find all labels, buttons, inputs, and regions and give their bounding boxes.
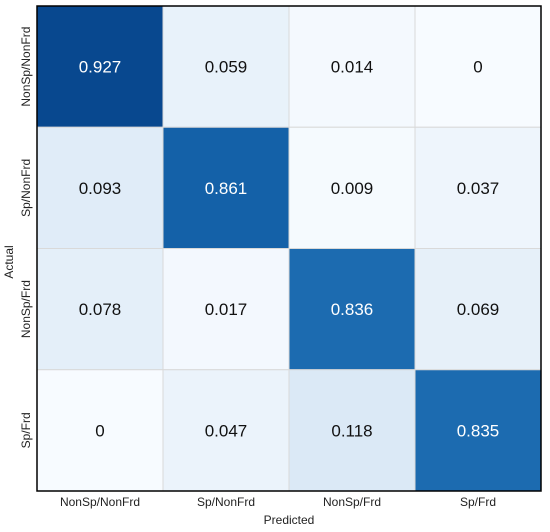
heatmap-cell-r3-c2 — [288, 369, 416, 492]
cell-value-r0-c1: 0.059 — [205, 58, 248, 77]
x-tick-label: NonSp/NonFrd — [60, 495, 140, 509]
cell-value-r0-c2: 0.014 — [331, 58, 374, 77]
y-axis-label: Actual — [2, 245, 16, 278]
heatmap-cell-r1-c1 — [162, 126, 290, 249]
cell-value-r2-c2: 0.836 — [331, 300, 374, 319]
y-tick-labels: NonSp/NonFrd Sp/NonFrd NonSp/Frd Sp/Frd — [19, 27, 33, 449]
heatmap-cells — [36, 5, 542, 492]
cell-value-r3-c2: 0.118 — [331, 421, 372, 440]
heatmap-cell-r2-c3 — [414, 248, 542, 371]
heatmap-cell-r2-c1 — [162, 248, 290, 371]
cell-value-r1-c0: 0.093 — [79, 179, 122, 198]
heatmap-cell-r3-c0 — [36, 369, 164, 492]
x-tick-labels: NonSp/NonFrd Sp/NonFrd NonSp/Frd Sp/Frd — [60, 495, 496, 509]
y-tick-label: NonSp/NonFrd — [19, 27, 33, 107]
cell-value-r1-c2: 0.009 — [331, 179, 374, 198]
heatmap-cell-r0-c3 — [414, 5, 542, 128]
heatmap-cell-r0-c0 — [36, 5, 164, 128]
y-tick-label: Sp/NonFrd — [19, 159, 33, 217]
x-tick-label: Sp/Frd — [460, 495, 496, 509]
x-tick-label: NonSp/Frd — [323, 495, 381, 509]
heatmap-cell-r1-c3 — [414, 126, 542, 249]
cell-value-r3-c3: 0.835 — [457, 421, 500, 440]
heatmap-cell-r3-c1 — [162, 369, 290, 492]
cell-value-r1-c1: 0.861 — [205, 179, 248, 198]
cell-value-r0-c0: 0.927 — [79, 58, 122, 77]
plot-frame — [36, 5, 542, 492]
cell-value-r3-c1: 0.047 — [205, 421, 248, 440]
y-tick-label: Sp/Frd — [19, 412, 33, 448]
heatmap-cell-r3-c3 — [414, 369, 542, 492]
y-tick-label: NonSp/Frd — [19, 280, 33, 338]
x-tick-label: Sp/NonFrd — [197, 495, 255, 509]
heatmap-cell-r1-c0 — [36, 126, 164, 249]
x-axis-label: Predicted — [264, 513, 315, 527]
cell-value-r2-c0: 0.078 — [79, 300, 122, 319]
cell-value-r3-c0: 0 — [95, 421, 104, 440]
cell-value-r1-c3: 0.037 — [457, 179, 500, 198]
cell-value-r2-c1: 0.017 — [205, 300, 248, 319]
cell-value-r2-c3: 0.069 — [457, 300, 500, 319]
cell-value-r0-c3: 0 — [473, 58, 482, 77]
heatmap-cell-labels: 0.927 0.059 0.014 0 0.093 0.861 0.009 0.037 0.07… — [79, 58, 500, 441]
heatmap-cell-r0-c1 — [162, 5, 290, 128]
